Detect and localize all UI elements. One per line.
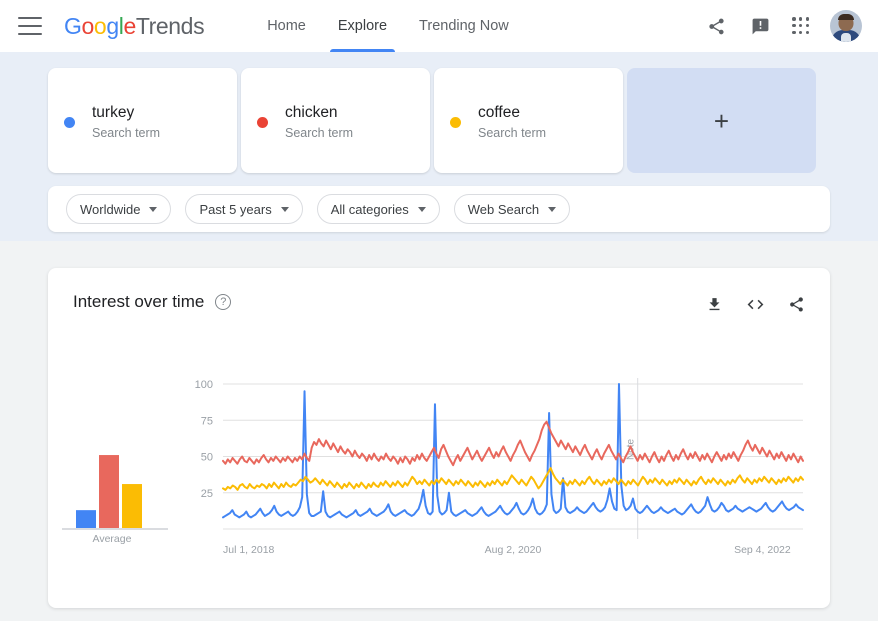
series-color-dot-turkey [64,116,75,128]
download-icon[interactable] [704,294,724,314]
add-comparison-button[interactable]: + [627,68,816,173]
help-icon[interactable]: ? [215,294,232,310]
chevron-down-icon [548,206,557,212]
search-term-subtitle: Search term [92,126,161,140]
svg-text:100: 100 [195,379,213,391]
filter-category[interactable]: All categories [316,194,440,224]
svg-text:Jul 1, 2018: Jul 1, 2018 [223,544,275,556]
svg-text:50: 50 [201,452,213,464]
chart-header: Interest over time ? [73,292,232,312]
chevron-down-icon [149,206,158,212]
filter-search-type-label: Web Search [467,201,540,217]
chart-actions [704,294,806,314]
share-icon[interactable] [786,294,806,314]
filter-time-range-label: Past 5 years [199,201,272,217]
google-trends-logo[interactable]: Google Trends [64,12,205,40]
google-wordmark: Google [64,12,136,39]
search-term-card-coffee[interactable]: coffee Search term [434,68,623,173]
series-color-dot-coffee [450,116,461,128]
feedback-icon[interactable] [748,14,772,38]
filter-location[interactable]: Worldwide [66,194,172,224]
svg-text:Average: Average [93,533,132,545]
search-term-card-turkey[interactable]: turkey Search term [48,68,237,173]
interest-over-time-card: Interest over time ? 25 50 75 100 Note Jul 1,… [48,268,830,608]
svg-text:75: 75 [201,415,213,427]
chevron-down-icon [417,206,426,212]
header-actions [704,10,862,42]
nav-item-home[interactable]: Home [267,18,306,34]
interest-over-time-chart[interactable]: 25 50 75 100 Note Jul 1, 2018 Aug 2, 2020 Sep 4… [48,372,830,582]
search-term-name: turkey [92,104,135,121]
search-term-name: coffee [478,104,520,121]
svg-text:Aug 2, 2020: Aug 2, 2020 [485,544,542,556]
comparison-section: turkey Search term chicken Search term [0,52,878,241]
trends-wordmark: Trends [135,12,205,39]
chevron-down-icon [280,206,289,212]
series-color-dot-chicken [257,116,268,128]
search-term-name: chicken [285,104,338,121]
search-term-card-chicken[interactable]: chicken Search term [241,68,430,173]
share-icon[interactable] [704,14,728,38]
search-term-subtitle: Search term [478,126,547,140]
filter-search-type[interactable]: Web Search [453,194,571,224]
plus-icon: + [713,105,730,136]
nav-item-explore[interactable]: Explore [322,0,403,52]
svg-text:Sep 4, 2022: Sep 4, 2022 [734,544,791,556]
filter-bar: Worldwide Past 5 years All categories We… [48,186,830,232]
app-header: Google Trends Home Explore Trending Now [0,0,878,52]
avatar[interactable] [830,10,862,42]
svg-text:25: 25 [201,488,213,500]
search-term-cards: turkey Search term chicken Search term [48,68,816,173]
hamburger-icon[interactable] [18,17,42,35]
nav-item-trending-now[interactable]: Trending Now [419,18,509,34]
apps-grid-icon[interactable] [792,17,810,35]
embed-icon[interactable] [745,294,765,314]
main-nav: Home Explore Trending Now [251,0,525,52]
page-title: Interest over time [73,292,205,311]
search-term-subtitle: Search term [285,126,354,140]
filter-category-label: All categories [330,201,409,217]
filter-time-range[interactable]: Past 5 years [185,194,303,224]
filter-location-label: Worldwide [80,201,141,217]
